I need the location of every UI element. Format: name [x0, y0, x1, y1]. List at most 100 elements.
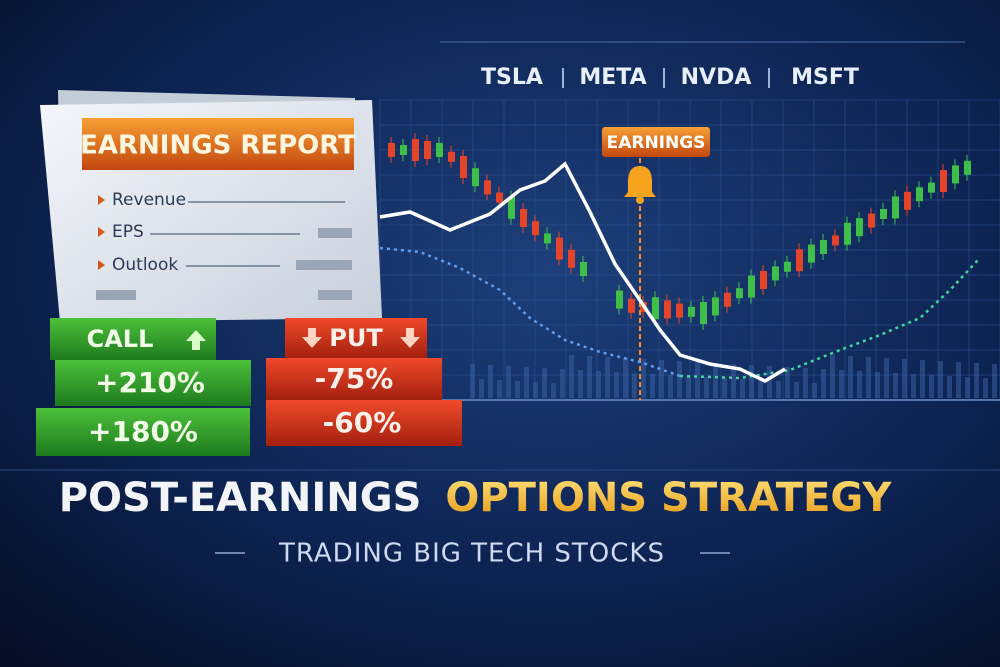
call-return: +210% — [95, 366, 205, 399]
volume-bar — [713, 363, 718, 398]
report-item: EPS — [112, 222, 144, 242]
volume-bar — [866, 357, 871, 398]
call-blocks: CALL +210% +180% — [36, 318, 251, 456]
candle-body — [496, 192, 503, 203]
volume-bar — [479, 379, 484, 398]
headline-part: OPTIONS STRATEGY — [445, 475, 892, 521]
volume-bar — [614, 372, 619, 398]
candle-body — [400, 145, 407, 155]
report-title: EARNINGS REPORT — [80, 131, 356, 161]
earnings-label: EARNINGS — [607, 133, 706, 153]
put-return: -60% — [323, 406, 402, 439]
headline-part: POST-EARNINGS — [59, 475, 422, 521]
blue-trend — [379, 246, 681, 378]
volume-bar — [776, 381, 781, 398]
volume-bar — [686, 376, 691, 398]
candle-body — [628, 298, 635, 313]
candle-body — [928, 182, 935, 193]
placeholder — [296, 260, 352, 270]
bell-icon — [624, 166, 656, 197]
candle-body — [808, 244, 815, 263]
volume-bar — [533, 382, 538, 398]
candle-body — [556, 237, 563, 260]
volume-bar — [677, 361, 682, 398]
candle-body — [580, 262, 587, 276]
volume-bar — [497, 380, 502, 398]
call-block — [36, 408, 250, 456]
volume-bar — [596, 371, 601, 398]
report-banner — [82, 118, 354, 170]
candle-body — [748, 275, 755, 298]
volume-bar — [956, 362, 961, 398]
candlesticks — [388, 133, 971, 330]
volume-bar — [605, 357, 610, 398]
call-block — [55, 360, 251, 406]
volume-bar — [731, 364, 736, 398]
volume-bar — [767, 366, 772, 398]
volume-bar — [794, 382, 799, 398]
candle-body — [652, 297, 659, 320]
subtitle: TRADING BIG TECH STOCKS — [278, 539, 665, 569]
candle-body — [472, 168, 479, 187]
candle-body — [460, 156, 467, 178]
headline: POST-EARNINGS OPTIONS STRATEGY — [59, 475, 893, 521]
candle-body — [520, 209, 527, 227]
candle-body — [940, 170, 947, 192]
volume-bar — [722, 378, 727, 398]
volume-bar — [542, 368, 547, 398]
volume-bar — [974, 363, 979, 398]
ticker: TSLA — [481, 65, 543, 90]
volume-bar — [623, 358, 628, 398]
volume-bar — [803, 368, 808, 398]
put-return: -75% — [315, 362, 394, 395]
volume-bar — [515, 381, 520, 398]
candle-body — [424, 141, 431, 159]
volume-bar — [578, 370, 583, 398]
candle-body — [964, 160, 971, 175]
volume-bar — [650, 374, 655, 398]
report-item: Outlook — [112, 255, 178, 275]
call-label: CALL — [87, 325, 154, 353]
report-item: Revenue — [112, 190, 186, 210]
candle-body — [724, 292, 731, 307]
candle-body — [532, 221, 539, 236]
candle-body — [784, 261, 791, 272]
bullets — [98, 195, 105, 270]
call-return: +180% — [88, 415, 198, 448]
volume-bar — [947, 376, 952, 398]
volume-bar — [983, 378, 988, 398]
down-arrows — [302, 328, 420, 348]
volume-bar — [821, 369, 826, 398]
candle-body — [700, 302, 707, 324]
volume-bar — [587, 356, 592, 398]
volume-bar — [902, 359, 907, 398]
volume-bar — [758, 380, 763, 398]
volume-bar — [875, 372, 880, 398]
candle-body — [688, 306, 695, 317]
volume-bar — [740, 379, 745, 398]
volume-bar — [659, 360, 664, 398]
ticker: MSFT — [791, 65, 859, 90]
put-label: PUT — [329, 324, 383, 352]
candle-body — [508, 196, 515, 219]
candle-body — [676, 303, 683, 318]
candle-body — [880, 209, 887, 219]
candle-body — [832, 235, 839, 246]
candle-body — [616, 290, 623, 309]
earnings-label-box — [602, 127, 710, 157]
candle-body — [412, 139, 419, 161]
volume-bar — [848, 356, 853, 398]
placeholder — [318, 290, 352, 300]
volume-bar — [992, 364, 997, 398]
volume-bar — [470, 364, 475, 398]
candle-body — [544, 233, 551, 244]
candle-body — [916, 187, 923, 202]
placeholder — [318, 228, 352, 238]
volume-bar — [524, 367, 529, 398]
candle-body — [436, 143, 443, 157]
up-arrow — [186, 330, 206, 350]
volume-bar — [839, 370, 844, 398]
volume-bar — [785, 367, 790, 398]
volume-bar — [632, 373, 637, 398]
